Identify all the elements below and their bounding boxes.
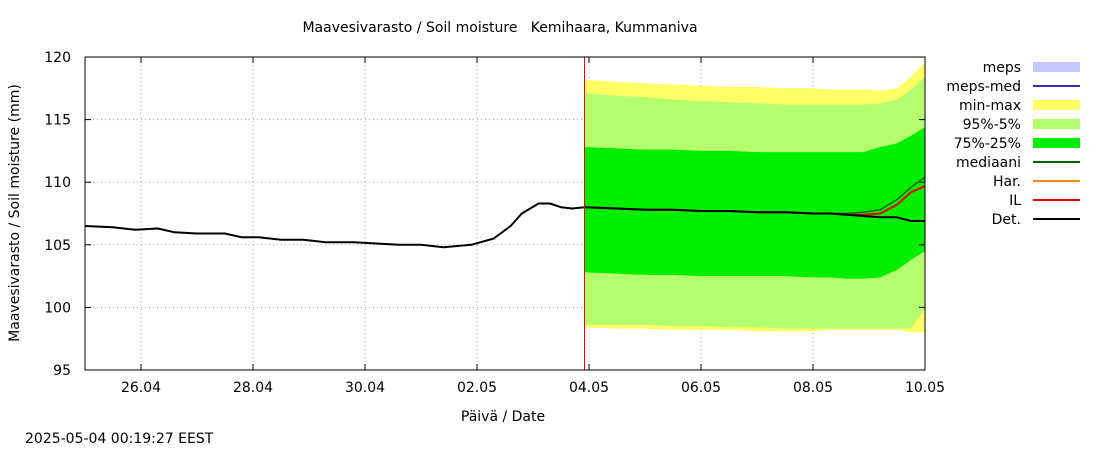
y-axis-label: Maavesivarasto / Soil moisture (mm) <box>7 84 23 342</box>
x-tick-label: 04.05 <box>569 380 609 396</box>
legend-swatch <box>1033 62 1080 72</box>
legend-swatch <box>1033 138 1080 148</box>
plot-frame <box>84 56 926 371</box>
x-tick-label: 06.05 <box>681 380 721 396</box>
legend-label: min-max <box>959 98 1021 114</box>
legend-label: meps <box>983 60 1021 76</box>
observed-line <box>84 202 585 249</box>
legend: meps meps-med min-max 95%-5% 75%-25% mediaani… <box>946 60 1080 228</box>
legend-swatch <box>1033 119 1080 129</box>
forecast-bands <box>584 62 925 333</box>
p75-p25-band <box>584 127 925 279</box>
x-tick-label: 28.04 <box>233 380 273 396</box>
y-tick-label: 115 <box>44 113 71 129</box>
legend-label: IL <box>1009 193 1021 209</box>
x-tick-label: 08.05 <box>793 380 833 396</box>
legend-label: 95%-5% <box>963 117 1021 133</box>
x-tick-label: 10.05 <box>905 380 945 396</box>
y-tick-label: 100 <box>44 300 71 316</box>
legend-swatch <box>1033 100 1080 110</box>
legend-label: mediaani <box>956 155 1021 171</box>
chart-title: Maavesivarasto / Soil moisture Kemihaara… <box>302 20 697 36</box>
legend-label: 75%-25% <box>954 136 1021 152</box>
y-tick-label: 95 <box>53 363 71 379</box>
y-tick-label: 120 <box>44 50 71 66</box>
series-lines <box>84 57 926 370</box>
x-tick-label: 26.04 <box>121 380 161 396</box>
x-tick-label: 02.05 <box>457 380 497 396</box>
det-forecast-line <box>584 206 925 222</box>
legend-label: Det. <box>992 212 1021 228</box>
y-tick-label: 110 <box>44 175 71 191</box>
legend-label: Har. <box>993 174 1021 190</box>
legend-label: meps-med <box>946 79 1021 95</box>
x-axis-label: Päivä / Date <box>461 409 545 425</box>
timestamp: 2025-05-04 00:19:27 EEST <box>25 431 214 447</box>
x-tick-label: 30.04 <box>345 380 385 396</box>
y-tick-label: 105 <box>44 238 71 254</box>
axis-ticks: 95 100 105 110 115 120 26.04 28.04 30.04 02.05 04.… <box>44 50 945 396</box>
